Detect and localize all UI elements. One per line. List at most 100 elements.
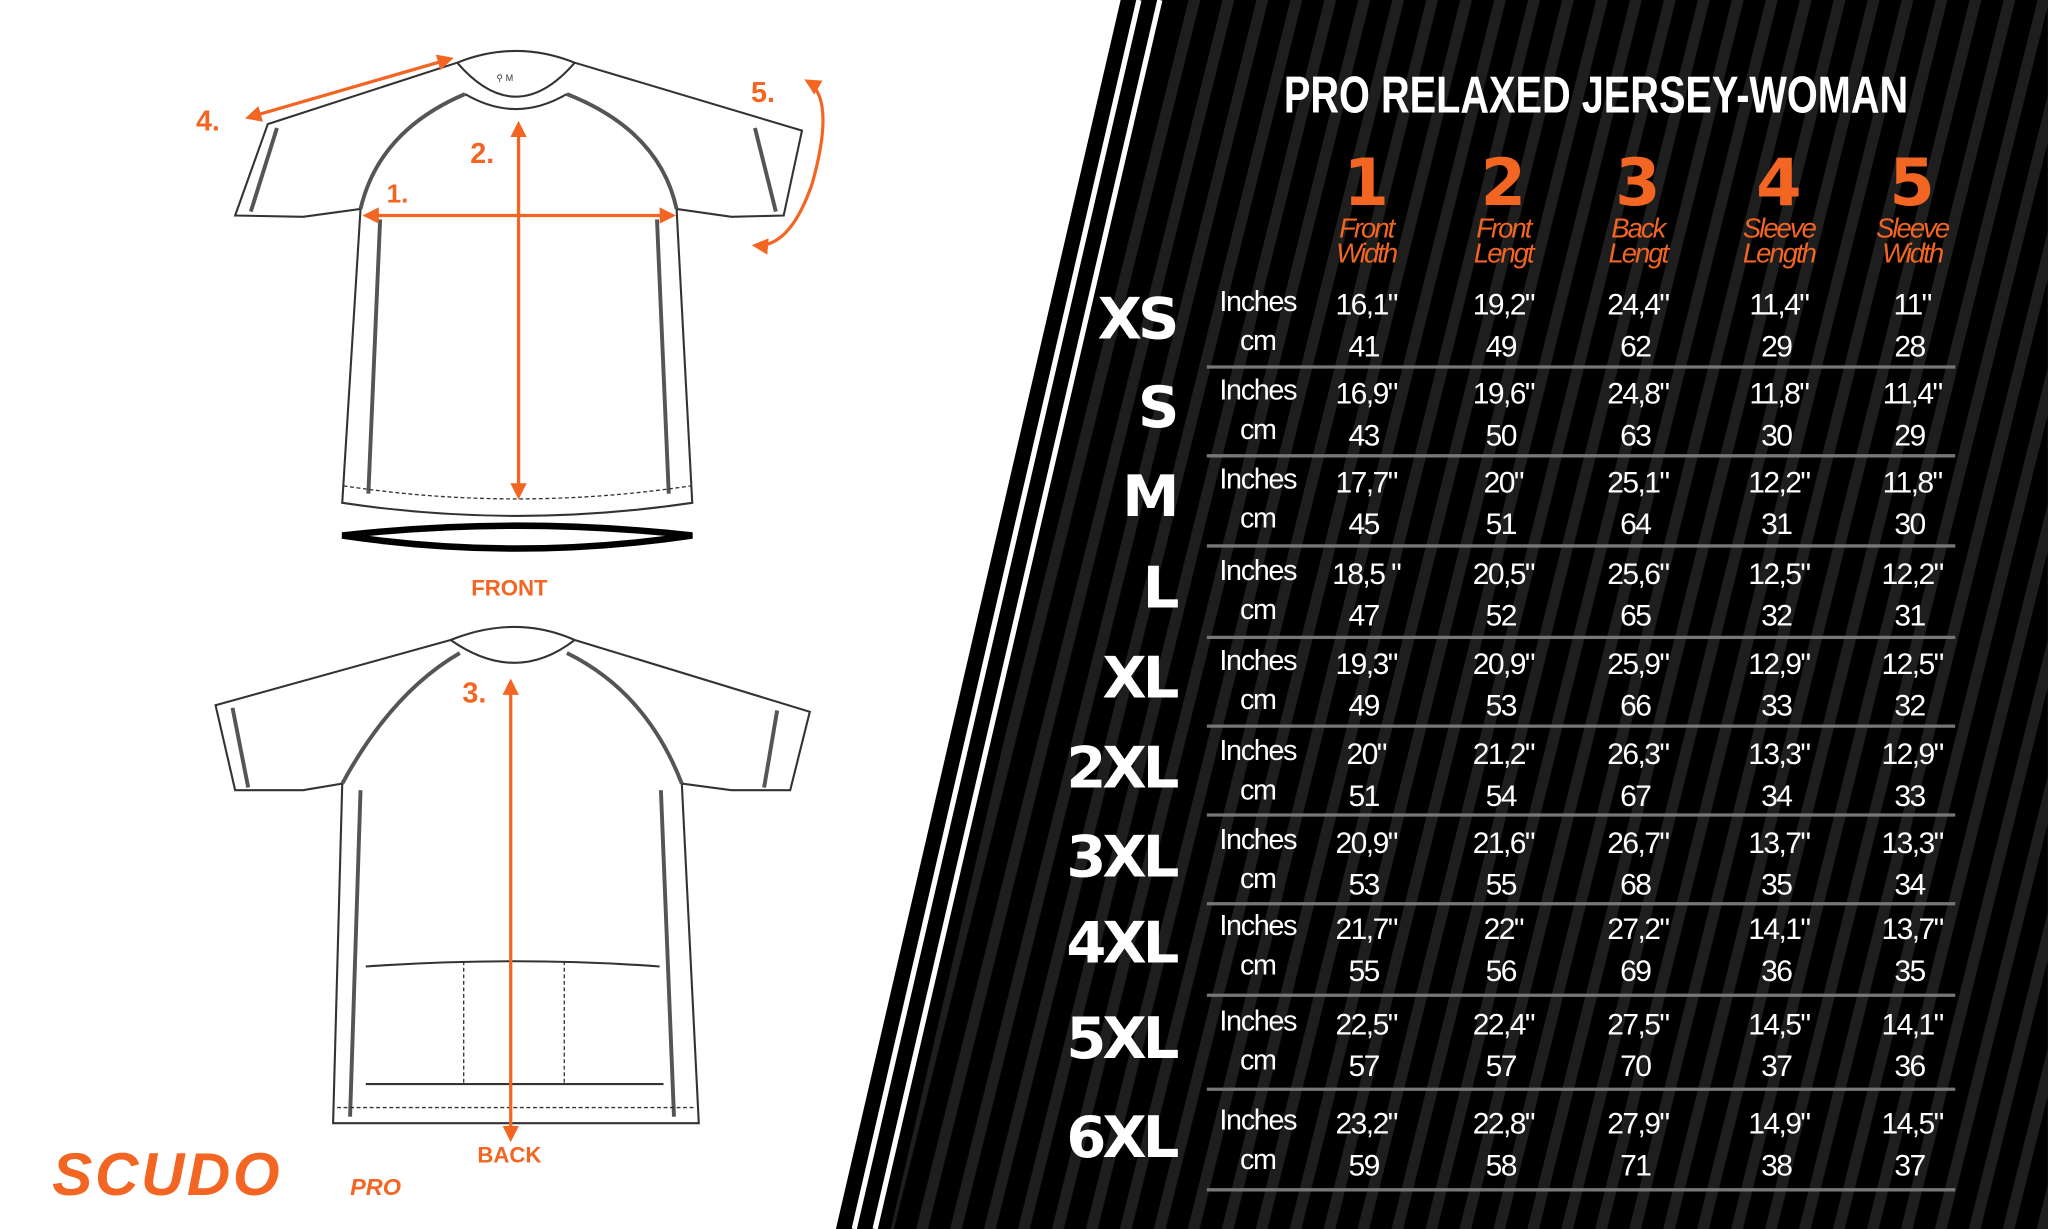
cm-value: 63: [1620, 419, 1651, 452]
logo-sub: PRO: [350, 1174, 401, 1200]
inches-value: 27,9": [1607, 1108, 1669, 1141]
page-title: PRO RELAXED JERSEY-WOMAN: [1284, 66, 1908, 124]
cm-value: 51: [1348, 780, 1379, 813]
unit-inches-label: Inches: [1219, 735, 1297, 767]
size-table: 1FrontWidth2FrontLengt3BackLengt4SleeveL…: [1066, 145, 1956, 1192]
marker-4: 4.: [196, 106, 220, 138]
cm-value: 65: [1620, 600, 1651, 633]
column-header-line1: Front: [1476, 213, 1534, 244]
cm-value: 69: [1620, 955, 1651, 988]
cm-value: 53: [1486, 690, 1517, 723]
back-label: BACK: [477, 1142, 541, 1167]
cm-value: 29: [1894, 419, 1925, 452]
column-number: 5: [1889, 145, 1934, 221]
unit-inches-label: Inches: [1219, 463, 1297, 495]
inches-value: 12,2": [1881, 558, 1943, 591]
inches-value: 16,1": [1336, 289, 1398, 322]
unit-cm-label: cm: [1240, 1144, 1276, 1176]
measurement-arrows: [245, 54, 825, 1143]
inches-value: 11": [1894, 289, 1932, 322]
scudo-pro-logo: SCUDO PRO: [52, 1141, 401, 1208]
column-header-line2: Length: [1743, 238, 1816, 269]
inches-value: 12,9": [1881, 738, 1943, 771]
cm-value: 43: [1348, 419, 1379, 452]
cm-value: 38: [1761, 1149, 1792, 1182]
cm-value: 49: [1486, 331, 1517, 364]
inches-value: 22,8": [1473, 1108, 1535, 1141]
inches-value: 24,4": [1607, 289, 1669, 322]
inches-value: 13,3": [1881, 827, 1943, 860]
cm-value: 37: [1761, 1050, 1792, 1083]
arrow-sleeve-width: [751, 79, 825, 255]
measurement-markers: 1. 2. 3. 4. 5. FRONT BACK: [196, 77, 775, 1168]
marker-3: 3.: [462, 678, 486, 710]
column-header-line1: Front: [1339, 213, 1397, 244]
unit-inches-label: Inches: [1219, 824, 1297, 856]
inches-value: 23,2": [1336, 1108, 1398, 1141]
unit-inches-label: Inches: [1219, 555, 1297, 587]
inches-value: 27,5": [1607, 1008, 1669, 1041]
cm-value: 58: [1486, 1149, 1517, 1182]
logo-main: SCUDO: [52, 1141, 282, 1208]
front-label: FRONT: [471, 576, 548, 601]
unit-inches-label: Inches: [1219, 645, 1297, 677]
cm-value: 56: [1486, 955, 1517, 988]
cm-value: 31: [1761, 508, 1792, 541]
cm-value: 36: [1894, 1050, 1925, 1083]
collar-tag-icon: ⚲ M: [496, 73, 513, 83]
cm-value: 52: [1486, 600, 1517, 633]
cm-value: 47: [1348, 600, 1379, 633]
inches-value: 16,9": [1336, 378, 1398, 411]
cm-value: 34: [1761, 780, 1792, 813]
size-label: XL: [1102, 644, 1178, 711]
cm-value: 55: [1348, 955, 1379, 988]
cm-value: 57: [1348, 1050, 1379, 1083]
cm-value: 28: [1894, 331, 1925, 364]
unit-inches-label: Inches: [1219, 375, 1297, 407]
inches-value: 24,8": [1607, 378, 1669, 411]
unit-cm-label: cm: [1240, 503, 1276, 535]
inches-value: 11,8": [1749, 378, 1809, 411]
cm-value: 37: [1894, 1149, 1925, 1182]
unit-cm-label: cm: [1240, 414, 1276, 446]
cm-value: 64: [1620, 508, 1651, 541]
cm-value: 57: [1486, 1050, 1517, 1083]
unit-inches-label: Inches: [1219, 1105, 1297, 1137]
cm-value: 29: [1761, 331, 1792, 364]
cm-value: 36: [1761, 955, 1792, 988]
column-header-line1: Back: [1611, 213, 1667, 244]
unit-cm-label: cm: [1240, 684, 1276, 716]
inches-value: 11,8": [1883, 466, 1943, 499]
inches-value: 20": [1484, 466, 1524, 499]
cm-value: 32: [1761, 600, 1792, 633]
size-label: XS: [1098, 285, 1176, 352]
column-header-line2: Lengt: [1474, 238, 1536, 269]
cm-value: 45: [1348, 508, 1379, 541]
size-label: 5XL: [1066, 1005, 1178, 1072]
inches-value: 27,2": [1607, 913, 1669, 946]
cm-value: 59: [1348, 1149, 1379, 1182]
unit-cm-label: cm: [1240, 594, 1276, 626]
size-label: 4XL: [1066, 910, 1178, 977]
inches-value: 22,5": [1336, 1008, 1398, 1041]
unit-inches-label: Inches: [1219, 910, 1297, 942]
column-header-line2: Width: [1336, 238, 1397, 269]
column-header-line2: Width: [1882, 238, 1943, 269]
unit-cm-label: cm: [1240, 949, 1276, 981]
inches-value: 11,4": [1749, 289, 1809, 322]
column-header-line2: Lengt: [1608, 238, 1670, 269]
size-label: M: [1122, 463, 1175, 530]
marker-2: 2.: [470, 138, 494, 170]
column-number: 1: [1343, 145, 1388, 221]
inches-value: 13,3": [1748, 738, 1810, 771]
inches-value: 25,9": [1607, 648, 1669, 681]
inches-value: 25,6": [1607, 558, 1669, 591]
cm-value: 33: [1761, 690, 1792, 723]
cm-value: 30: [1894, 508, 1925, 541]
inches-value: 19,2": [1473, 289, 1535, 322]
column-number: 3: [1615, 145, 1660, 221]
inches-value: 17,7": [1336, 466, 1398, 499]
cm-value: 50: [1486, 419, 1517, 452]
cm-value: 68: [1620, 869, 1651, 902]
inches-value: 13,7": [1881, 913, 1943, 946]
